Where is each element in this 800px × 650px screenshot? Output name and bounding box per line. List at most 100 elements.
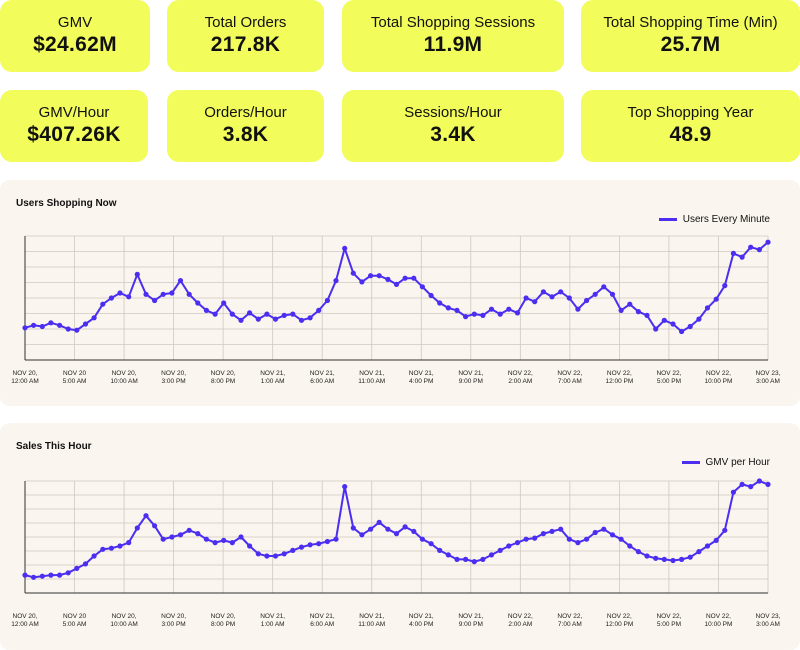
data-point bbox=[65, 570, 71, 576]
x-tick-label: NOV 21, 1:00 AM bbox=[260, 613, 285, 628]
data-point bbox=[584, 536, 590, 542]
x-tick-label: NOV 21, 4:00 PM bbox=[409, 613, 434, 628]
data-point bbox=[160, 536, 166, 542]
x-tick-label: NOV 23, 3:00 AM bbox=[756, 370, 781, 385]
data-point bbox=[592, 529, 598, 536]
data-point bbox=[169, 290, 175, 296]
data-point bbox=[653, 555, 659, 561]
data-point bbox=[247, 543, 253, 549]
x-tick-label: NOV 20, 10:00 AM bbox=[110, 370, 137, 385]
kpi-label: Total Shopping Time (Min) bbox=[603, 14, 778, 31]
data-point bbox=[186, 291, 192, 297]
data-point bbox=[195, 531, 201, 537]
chart-title: Sales This Hour bbox=[16, 441, 92, 452]
data-point bbox=[765, 481, 771, 487]
data-point bbox=[687, 323, 693, 330]
data-point bbox=[350, 270, 356, 276]
kpi-label: Top Shopping Year bbox=[627, 104, 754, 121]
data-point bbox=[22, 572, 28, 578]
data-point bbox=[506, 306, 512, 312]
data-point bbox=[316, 541, 322, 547]
data-point bbox=[497, 311, 503, 317]
data-point bbox=[117, 290, 123, 296]
data-point bbox=[65, 326, 71, 332]
data-point bbox=[143, 291, 149, 297]
x-tick-label: NOV 22, 7:00 AM bbox=[557, 613, 582, 628]
x-tick-label: NOV 22, 12:00 PM bbox=[605, 613, 633, 628]
data-point bbox=[333, 536, 339, 542]
x-tick-label: NOV 22, 7:00 AM bbox=[557, 370, 582, 385]
x-tick-label: NOV 22, 5:00 PM bbox=[656, 613, 681, 628]
grid bbox=[24, 235, 769, 361]
data-point bbox=[756, 247, 763, 253]
data-point bbox=[195, 300, 201, 306]
data-point bbox=[238, 317, 244, 323]
data-point bbox=[679, 328, 685, 335]
data-point bbox=[756, 478, 763, 484]
data-point bbox=[342, 245, 348, 251]
x-tick-label: NOV 21, 6:00 AM bbox=[310, 613, 335, 628]
kpi-label: GMV/Hour bbox=[38, 104, 110, 121]
x-tick-label: NOV 22, 5:00 PM bbox=[656, 370, 681, 385]
chart-panel-sales-this-hour: NOV 20, 12:00 AM NOV 20 5:00 AM NOV 20, 10:00… bbox=[0, 423, 800, 650]
data-point bbox=[488, 552, 495, 558]
data-point bbox=[730, 489, 737, 495]
data-point bbox=[74, 327, 80, 333]
data-point bbox=[91, 315, 97, 321]
data-point bbox=[601, 284, 607, 290]
data-point bbox=[584, 297, 590, 304]
data-point bbox=[108, 545, 114, 551]
data-point bbox=[82, 321, 89, 327]
data-point bbox=[264, 553, 270, 559]
data-point bbox=[739, 481, 745, 487]
x-tick-label: NOV 20, 8:00 PM bbox=[211, 613, 236, 628]
data-point bbox=[39, 573, 45, 579]
data-point bbox=[635, 309, 642, 315]
x-tick-label: NOV 21, 9:00 PM bbox=[458, 370, 483, 385]
data-point bbox=[117, 543, 123, 549]
kpi-value: 25.7M bbox=[660, 33, 721, 56]
data-point bbox=[713, 537, 719, 543]
data-point bbox=[376, 273, 382, 279]
data-point bbox=[134, 525, 140, 531]
kpi-value: 48.9 bbox=[669, 123, 712, 146]
data-point bbox=[393, 531, 400, 537]
data-point bbox=[722, 283, 728, 289]
data-point bbox=[324, 538, 330, 545]
data-point bbox=[540, 289, 547, 295]
data-point bbox=[385, 276, 391, 282]
data-point bbox=[730, 250, 737, 256]
data-point bbox=[238, 534, 244, 540]
kpi-card-gmv-per-hour: GMV/Hour $407.26K bbox=[0, 90, 148, 162]
data-point bbox=[272, 553, 279, 559]
data-point bbox=[229, 311, 235, 317]
data-point bbox=[670, 321, 676, 327]
data-point bbox=[445, 305, 451, 311]
data-point bbox=[523, 295, 529, 301]
x-tick-label: NOV 20, 3:00 PM bbox=[161, 613, 186, 628]
data-point bbox=[30, 322, 37, 328]
data-point bbox=[298, 544, 305, 550]
data-point bbox=[57, 572, 63, 578]
x-tick-label: NOV 21, 6:00 AM bbox=[310, 370, 335, 385]
x-tick-label: NOV 22, 10:00 PM bbox=[705, 370, 733, 385]
x-tick-label: NOV 21, 1:00 AM bbox=[260, 370, 285, 385]
data-point bbox=[152, 523, 158, 529]
kpi-label: Orders/Hour bbox=[204, 104, 287, 121]
data-point bbox=[264, 311, 270, 317]
kpi-card-total-shopping-time: Total Shopping Time (Min) 25.7M bbox=[581, 0, 800, 72]
data-point bbox=[670, 557, 676, 564]
data-point bbox=[739, 254, 745, 260]
data-point bbox=[506, 543, 512, 549]
x-tick-label: NOV 21, 11:00 AM bbox=[358, 613, 385, 628]
legend-label: Users Every Minute bbox=[682, 214, 770, 225]
data-point bbox=[48, 572, 54, 578]
data-point bbox=[696, 316, 702, 322]
data-point bbox=[428, 541, 434, 547]
data-point bbox=[549, 528, 555, 534]
data-point bbox=[644, 553, 650, 559]
data-point bbox=[558, 289, 564, 295]
data-point bbox=[558, 526, 564, 532]
data-point bbox=[437, 300, 443, 306]
data-point bbox=[359, 532, 365, 538]
